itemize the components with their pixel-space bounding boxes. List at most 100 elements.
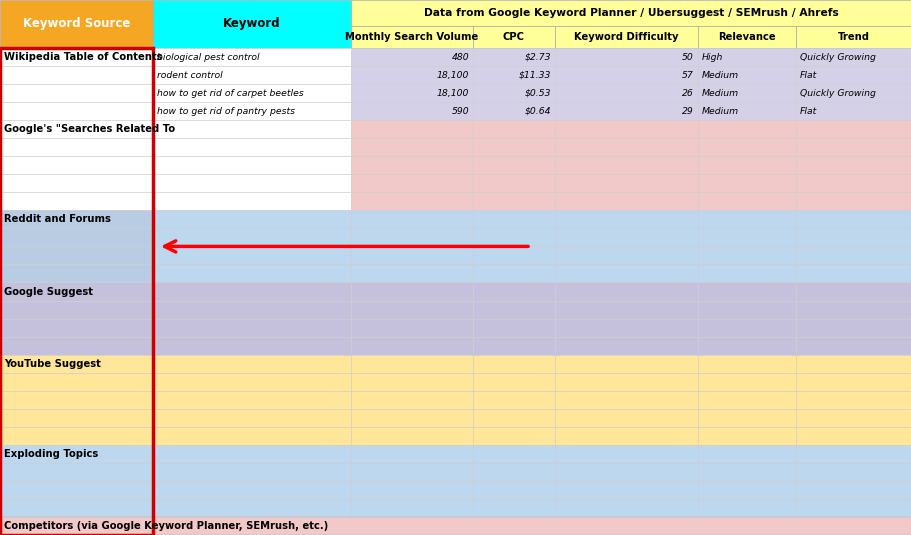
Text: rodent control: rodent control [157, 71, 222, 80]
Bar [555, 264, 697, 282]
Text: Exploding Topics: Exploding Topics [4, 449, 98, 459]
Bar [473, 120, 555, 138]
Bar [795, 174, 911, 192]
Bar [697, 318, 795, 337]
Bar [795, 409, 911, 427]
Bar [351, 445, 473, 463]
Bar [153, 192, 351, 210]
Bar [351, 138, 473, 156]
Bar [473, 282, 555, 301]
Bar [0, 517, 911, 535]
Text: Keyword Difficulty: Keyword Difficulty [574, 32, 678, 42]
Bar [0, 138, 153, 156]
Text: how to get rid of carpet beetles: how to get rid of carpet beetles [157, 89, 303, 97]
Bar [697, 48, 795, 66]
Text: $0.53: $0.53 [524, 89, 550, 97]
Bar [697, 26, 795, 48]
Bar [697, 445, 795, 463]
Bar [0, 210, 153, 228]
Bar [473, 373, 555, 391]
Bar [697, 301, 795, 318]
Bar [473, 355, 555, 373]
Bar [351, 210, 473, 228]
Text: Flat: Flat [799, 71, 816, 80]
Bar [0, 499, 153, 517]
Text: Google Suggest: Google Suggest [4, 287, 93, 296]
Bar [697, 174, 795, 192]
Bar [153, 120, 351, 138]
Bar [351, 337, 473, 355]
Bar [351, 0, 911, 26]
Text: 26: 26 [681, 89, 693, 97]
Text: YouTube Suggest: YouTube Suggest [4, 358, 101, 369]
Bar [555, 174, 697, 192]
Bar [153, 391, 351, 409]
Text: 18,100: 18,100 [436, 71, 468, 80]
Bar [0, 102, 153, 120]
Bar [153, 427, 351, 445]
Bar [351, 102, 473, 120]
Bar [555, 391, 697, 409]
Bar [0, 445, 153, 463]
Text: Wikipedia Table of Contents: Wikipedia Table of Contents [4, 52, 162, 62]
Bar [473, 264, 555, 282]
Bar [473, 318, 555, 337]
Bar [697, 355, 795, 373]
Bar [795, 463, 911, 481]
Bar [697, 66, 795, 84]
Bar [153, 481, 351, 499]
Bar [351, 228, 473, 247]
Bar [697, 391, 795, 409]
Bar [153, 355, 351, 373]
Bar [697, 264, 795, 282]
Bar [473, 228, 555, 247]
Bar [795, 445, 911, 463]
Bar [795, 391, 911, 409]
Bar [153, 264, 351, 282]
Bar [0, 228, 153, 247]
Bar [697, 247, 795, 264]
Bar [351, 264, 473, 282]
Bar [473, 499, 555, 517]
Text: Medium: Medium [701, 106, 738, 116]
Bar [0, 481, 153, 499]
Bar [555, 481, 697, 499]
Bar [351, 192, 473, 210]
Bar [351, 373, 473, 391]
Bar [555, 499, 697, 517]
Bar [795, 318, 911, 337]
Bar [473, 210, 555, 228]
Bar [795, 481, 911, 499]
Bar [555, 156, 697, 174]
Bar [351, 174, 473, 192]
Bar [0, 409, 153, 427]
Text: Quickly Growing: Quickly Growing [799, 52, 875, 62]
Bar [0, 337, 153, 355]
Bar [555, 247, 697, 264]
Text: CPC: CPC [503, 32, 525, 42]
Text: 57: 57 [681, 71, 693, 80]
Bar [795, 26, 911, 48]
Bar [351, 301, 473, 318]
Bar [473, 174, 555, 192]
Bar [351, 120, 473, 138]
Bar [153, 445, 351, 463]
Bar [153, 156, 351, 174]
Bar [795, 192, 911, 210]
Bar [473, 156, 555, 174]
Bar [153, 102, 351, 120]
Bar [555, 138, 697, 156]
Bar [351, 427, 473, 445]
Bar [697, 156, 795, 174]
Bar [795, 499, 911, 517]
Bar [153, 301, 351, 318]
Text: Medium: Medium [701, 89, 738, 97]
Bar [351, 247, 473, 264]
Bar [473, 48, 555, 66]
Bar [0, 373, 153, 391]
Bar [697, 282, 795, 301]
Bar [795, 138, 911, 156]
Text: 18,100: 18,100 [436, 89, 468, 97]
Bar [697, 228, 795, 247]
Bar [0, 0, 153, 48]
